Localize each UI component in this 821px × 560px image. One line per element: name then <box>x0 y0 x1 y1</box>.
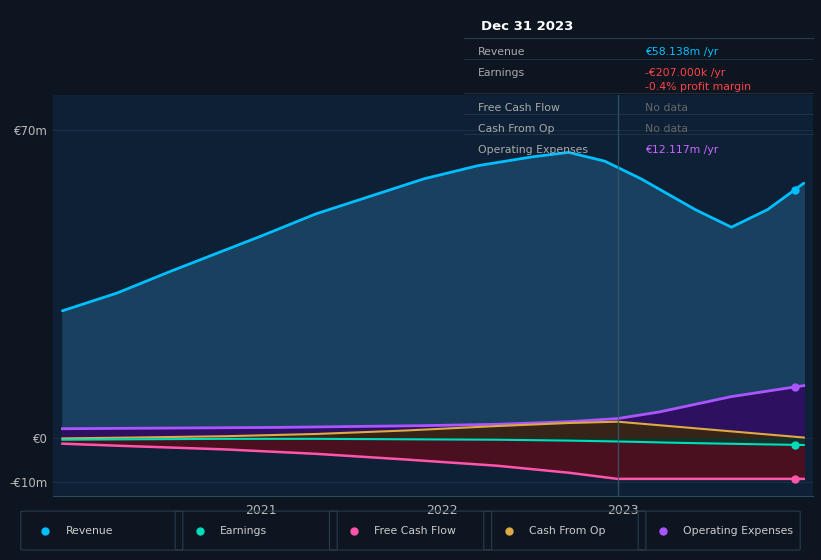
Text: €12.117m /yr: €12.117m /yr <box>645 145 718 155</box>
Text: Operating Expenses: Operating Expenses <box>478 145 588 155</box>
Text: No data: No data <box>645 124 688 134</box>
Text: Revenue: Revenue <box>66 526 113 535</box>
Text: Free Cash Flow: Free Cash Flow <box>478 103 560 113</box>
Text: Dec 31 2023: Dec 31 2023 <box>481 20 574 33</box>
Text: Earnings: Earnings <box>478 68 525 78</box>
Text: -0.4% profit margin: -0.4% profit margin <box>645 82 751 92</box>
Text: Earnings: Earnings <box>220 526 267 535</box>
Text: No data: No data <box>645 103 688 113</box>
Text: Operating Expenses: Operating Expenses <box>683 526 793 535</box>
Text: Revenue: Revenue <box>478 47 525 57</box>
Text: -€207.000k /yr: -€207.000k /yr <box>645 68 726 78</box>
Text: Cash From Op: Cash From Op <box>529 526 605 535</box>
Text: €58.138m /yr: €58.138m /yr <box>645 47 718 57</box>
Text: Cash From Op: Cash From Op <box>478 124 554 134</box>
Text: Free Cash Flow: Free Cash Flow <box>374 526 456 535</box>
